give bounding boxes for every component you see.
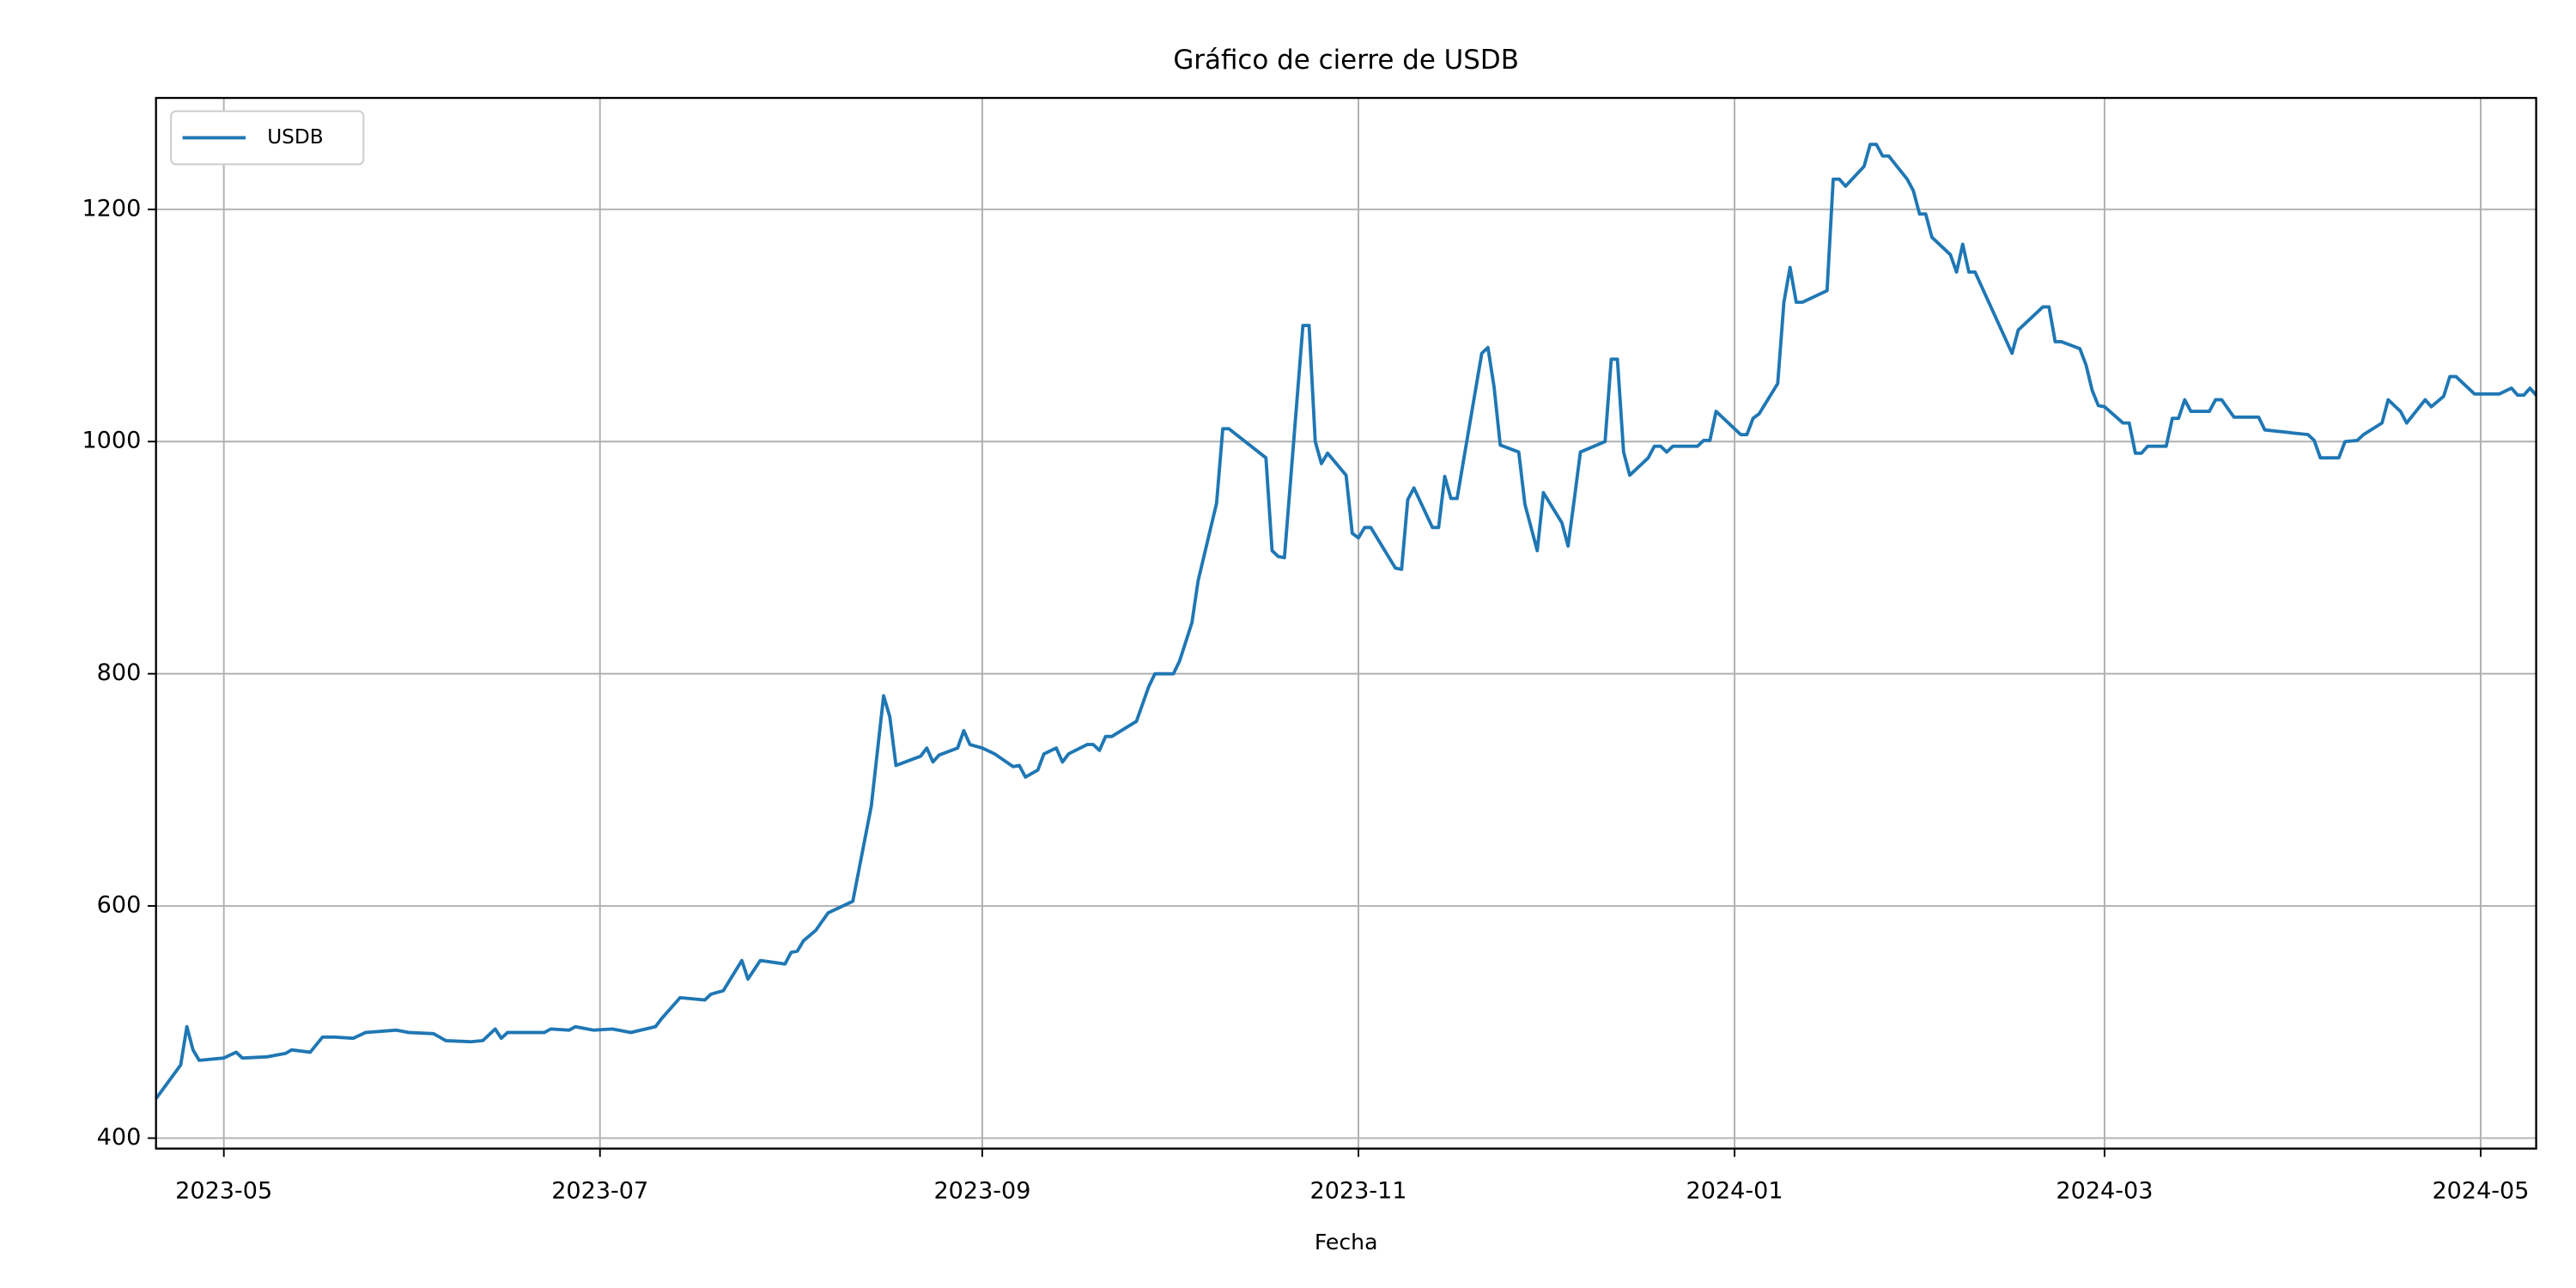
legend-label: USDB: [267, 125, 323, 149]
legend-box: [170, 110, 365, 166]
y-tick-label: 800: [97, 659, 142, 686]
y-tick-label: 400: [97, 1124, 142, 1151]
x-tick-label: 2023-11: [1310, 1177, 1407, 1204]
chart-title: Gráfico de cierre de USDB: [1173, 45, 1519, 76]
x-tick-label: 2023-09: [933, 1177, 1030, 1204]
y-tick-label: 600: [97, 892, 142, 919]
line: [155, 143, 2538, 1100]
x-axis-label: Fecha: [1315, 1230, 1378, 1255]
x-tick-label: 2024-01: [1686, 1177, 1783, 1204]
x-tick-label: 2023-05: [175, 1177, 272, 1204]
x-tick-label: 2023-07: [551, 1177, 648, 1204]
plot-frame: [155, 96, 2537, 1150]
y-tick-label: 1000: [82, 428, 141, 454]
y-tick-label: 1200: [82, 195, 141, 222]
x-tick-label: 2024-05: [2432, 1177, 2529, 1204]
x-tick-label: 2024-03: [2056, 1177, 2153, 1204]
